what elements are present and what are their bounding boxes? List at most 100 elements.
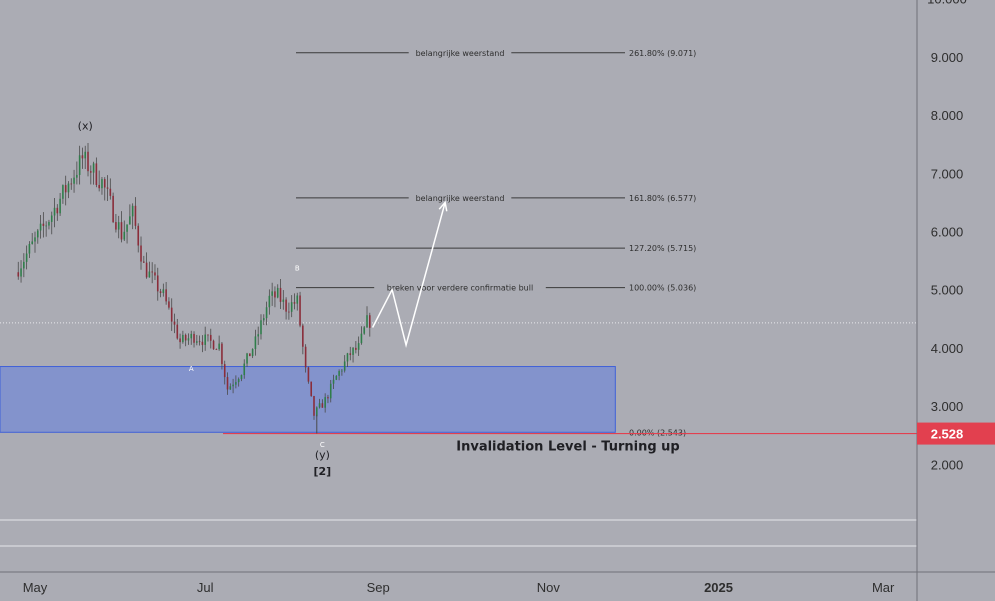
wave-label: (y) bbox=[315, 448, 330, 461]
candle-body bbox=[335, 375, 338, 380]
invalidation-label: Invalidation Level - Turning up bbox=[456, 440, 679, 455]
price-tick-label: 2.000 bbox=[931, 457, 964, 472]
candle-body bbox=[288, 311, 290, 313]
fib-note-bg bbox=[374, 282, 546, 293]
candle-body bbox=[162, 289, 165, 294]
candle-body bbox=[215, 349, 218, 351]
candle bbox=[276, 284, 279, 299]
candle bbox=[45, 221, 47, 237]
candle-body bbox=[126, 224, 128, 232]
candle-body bbox=[184, 334, 187, 341]
fib-note-label: belangrijke weerstand bbox=[416, 49, 505, 58]
candle bbox=[293, 293, 296, 310]
candle bbox=[349, 346, 352, 361]
candle-body bbox=[349, 353, 352, 355]
candle-body bbox=[315, 407, 318, 416]
time-axis[interactable]: May Jul Sep Nov 2025 Mar bbox=[0, 571, 995, 595]
price-badge-label: 2.528 bbox=[931, 427, 964, 442]
candle bbox=[28, 241, 31, 259]
candle-body bbox=[59, 198, 61, 214]
candle bbox=[34, 231, 36, 253]
candle bbox=[17, 261, 20, 280]
candle-body bbox=[282, 299, 285, 302]
candle-body bbox=[229, 386, 232, 390]
candle-body bbox=[48, 221, 50, 226]
candle bbox=[123, 220, 126, 241]
candle-body bbox=[103, 179, 106, 188]
price-badge bbox=[917, 422, 995, 445]
candle bbox=[246, 352, 248, 367]
wave-label: A bbox=[189, 365, 194, 373]
price-axis[interactable]: 10.000 9.000 8.000 7.000 6.000 5.000 4.000 3.00… bbox=[916, 0, 995, 601]
candle bbox=[369, 312, 371, 337]
candle bbox=[274, 286, 276, 308]
candle bbox=[98, 170, 100, 192]
projection-arrowhead bbox=[438, 200, 448, 212]
price-tick-label: 7.000 bbox=[931, 166, 964, 181]
candle bbox=[357, 336, 360, 356]
price-tick-label: 10.000 bbox=[927, 0, 967, 7]
candle bbox=[288, 302, 290, 320]
candle bbox=[115, 214, 117, 233]
candle-body bbox=[187, 338, 190, 341]
candle bbox=[341, 368, 343, 376]
candle bbox=[254, 329, 257, 356]
candle-body bbox=[176, 324, 179, 339]
price-tick-label: 9.000 bbox=[931, 50, 964, 65]
candle bbox=[335, 375, 338, 381]
candle bbox=[140, 236, 142, 270]
candle bbox=[92, 161, 95, 185]
candle bbox=[271, 282, 273, 306]
candle-body bbox=[310, 381, 313, 397]
candle bbox=[327, 394, 329, 404]
candle bbox=[137, 223, 140, 253]
candle-body bbox=[159, 291, 162, 294]
candle-body bbox=[232, 384, 234, 387]
candle-body bbox=[237, 379, 240, 383]
candle-body bbox=[31, 241, 34, 244]
candle-body bbox=[76, 174, 78, 178]
candle-body bbox=[42, 223, 45, 226]
candle-body bbox=[145, 262, 148, 278]
candle bbox=[363, 325, 366, 335]
candle bbox=[117, 215, 120, 239]
candle bbox=[268, 289, 271, 315]
candle-body bbox=[90, 171, 92, 173]
candle-body bbox=[17, 272, 20, 277]
candle-body bbox=[265, 307, 268, 319]
candle-body bbox=[318, 403, 321, 408]
candle-body bbox=[170, 307, 173, 322]
candle bbox=[235, 375, 237, 389]
candle bbox=[285, 297, 287, 320]
time-tick-label: 2025 bbox=[704, 580, 733, 595]
price-tick-label: 4.000 bbox=[931, 341, 964, 356]
candle bbox=[318, 398, 321, 409]
candle bbox=[179, 333, 181, 349]
candle-body bbox=[154, 272, 156, 276]
candle-body bbox=[299, 295, 301, 326]
candle-body bbox=[293, 302, 296, 304]
candle bbox=[145, 252, 148, 279]
candle-body bbox=[67, 183, 70, 193]
candle bbox=[302, 323, 304, 355]
candle bbox=[249, 353, 251, 357]
candle-body bbox=[165, 289, 167, 302]
candle bbox=[366, 306, 368, 328]
candle bbox=[151, 262, 153, 284]
candle-body bbox=[81, 155, 84, 159]
candle bbox=[78, 145, 81, 185]
candle bbox=[212, 339, 215, 350]
candle bbox=[232, 378, 234, 394]
candle bbox=[62, 184, 64, 204]
candle bbox=[307, 366, 310, 384]
candle-body bbox=[198, 341, 201, 343]
candle bbox=[129, 204, 131, 225]
candle bbox=[207, 334, 209, 342]
candle-body bbox=[327, 397, 329, 399]
candle bbox=[299, 291, 301, 328]
candle-body bbox=[106, 187, 109, 189]
time-tick-label: Nov bbox=[537, 580, 561, 595]
candle-body bbox=[223, 364, 226, 378]
candle bbox=[223, 360, 226, 385]
